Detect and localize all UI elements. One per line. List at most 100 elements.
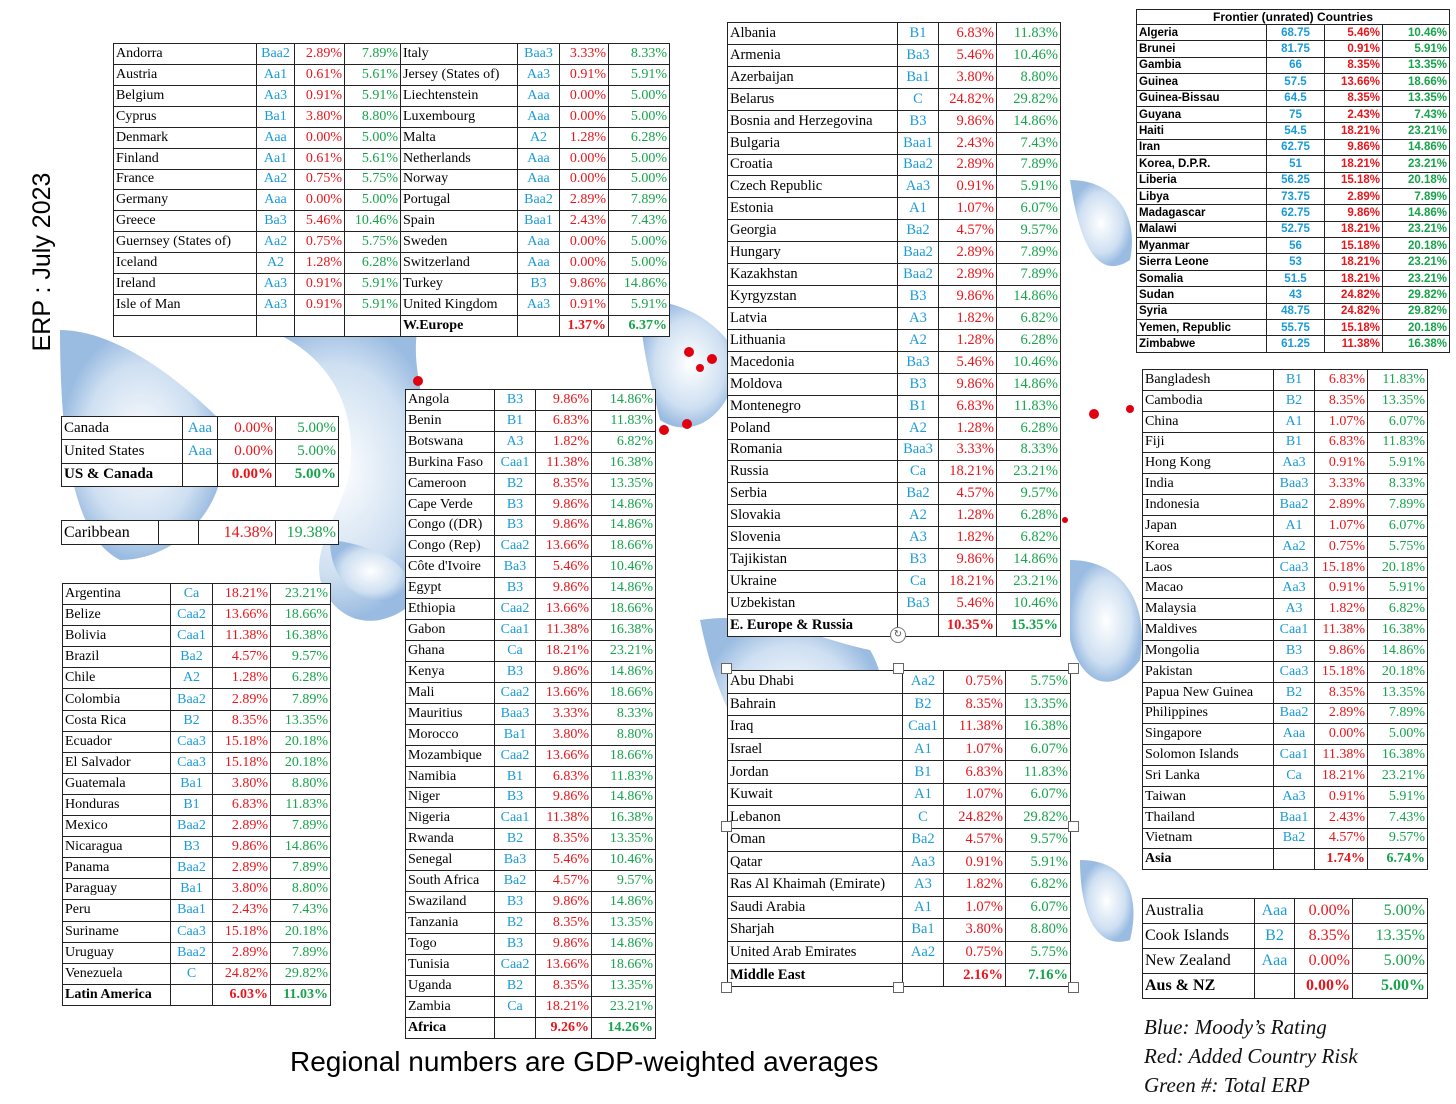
total-erp: 14.86% bbox=[996, 109, 1061, 133]
total-erp: 5.00% bbox=[608, 84, 670, 107]
country-name: Uzbekistan bbox=[727, 591, 898, 615]
country-name: Oman bbox=[727, 827, 903, 852]
selection-handle[interactable] bbox=[1068, 663, 1079, 674]
map-marker bbox=[1126, 405, 1134, 413]
selection-handle[interactable] bbox=[721, 663, 732, 674]
country-risk: 9.26% bbox=[535, 1016, 592, 1039]
country-risk: 2.89% bbox=[212, 815, 271, 838]
country-risk: 0.75% bbox=[943, 670, 1006, 694]
total-erp: 10.46% bbox=[591, 849, 656, 872]
country-name: Sudan bbox=[1136, 286, 1267, 304]
country-name: Ecuador bbox=[62, 730, 171, 753]
total-erp: 16.38% bbox=[591, 451, 656, 474]
rating: Ba2 bbox=[170, 646, 213, 669]
rating: Ba2 bbox=[897, 482, 939, 506]
country-risk: 0.00% bbox=[559, 231, 609, 254]
table-row: Hungary Baa2 2.89% 7.89% bbox=[727, 241, 1061, 265]
selection-handle[interactable] bbox=[1068, 982, 1079, 993]
table-row: Senegal Ba3 5.46% 10.46% bbox=[405, 849, 656, 872]
table-row: Argentina Ca 18.21% 23.21% bbox=[62, 582, 331, 606]
country-risk: 15.18% bbox=[1324, 237, 1383, 255]
rating: Caa3 bbox=[170, 751, 213, 774]
country-name: Saudi Arabia bbox=[727, 895, 903, 920]
rating: Aaa bbox=[517, 147, 560, 170]
selection-handle[interactable] bbox=[721, 982, 732, 993]
country-name: Laos bbox=[1142, 556, 1274, 579]
country-risk: 0.00% bbox=[217, 439, 276, 464]
country-risk: 6.83% bbox=[535, 409, 592, 432]
table-row: Panama Baa2 2.89% 7.89% bbox=[62, 857, 331, 880]
country-risk: 1.28% bbox=[938, 504, 997, 528]
table-row: Laos Caa3 15.18% 20.18% bbox=[1142, 556, 1428, 579]
total-erp: 5.91% bbox=[608, 63, 670, 86]
total-erp: 23.21% bbox=[996, 570, 1061, 593]
country-risk: 2.89% bbox=[938, 153, 997, 177]
country-risk: 8.35% bbox=[1294, 923, 1353, 949]
country-risk: 0.91% bbox=[1314, 452, 1368, 475]
table-row: Uruguay Baa2 2.89% 7.89% bbox=[62, 941, 331, 964]
total-erp: 7.89% bbox=[1367, 494, 1428, 516]
table-row: Macao Aa3 0.91% 5.91% bbox=[1142, 577, 1428, 600]
table-row: Oman Ba2 4.57% 9.57% bbox=[727, 827, 1071, 852]
rating: Aa2 bbox=[902, 940, 944, 965]
rating: Caa3 bbox=[1273, 556, 1315, 579]
total-erp: 7.43% bbox=[608, 210, 670, 233]
country-risk: 13.66% bbox=[535, 953, 592, 976]
country-name: Burkina Faso bbox=[405, 451, 495, 474]
selection-handle[interactable] bbox=[1068, 821, 1079, 832]
rating bbox=[517, 314, 560, 337]
country-name: Brazil bbox=[62, 646, 171, 669]
total-erp: 14.86% bbox=[591, 660, 656, 683]
country-risk: 8.35% bbox=[535, 974, 592, 997]
country-risk: 0.00% bbox=[294, 126, 345, 149]
country-name: Kyrgyzstan bbox=[727, 285, 898, 308]
country-name: Middle East bbox=[727, 963, 903, 987]
country-risk: 15.18% bbox=[1324, 171, 1383, 189]
rating: B3 bbox=[494, 660, 536, 683]
total-erp: 18.66% bbox=[591, 681, 656, 704]
rating: Caa3 bbox=[170, 730, 213, 753]
country-risk: 0.91% bbox=[559, 63, 609, 86]
rating: 64.5 bbox=[1266, 89, 1325, 107]
aus-nz-rows: Australia Aaa 0.00% 5.00% Cook Islands B2 8.35… bbox=[1142, 898, 1428, 999]
country-name: Malawi bbox=[1136, 220, 1267, 239]
country-risk: 24.82% bbox=[938, 87, 997, 111]
country-risk: 1.82% bbox=[943, 873, 1006, 897]
table-row: Uzbekistan Ba3 5.46% 10.46% bbox=[727, 591, 1061, 615]
country-risk: 5.46% bbox=[938, 350, 997, 374]
rating: B1 bbox=[902, 760, 944, 784]
country-risk: 15.18% bbox=[212, 920, 271, 943]
table-row: United States Aaa 0.00% 5.00% bbox=[61, 439, 339, 464]
rating: Caa1 bbox=[1273, 619, 1315, 641]
country-risk: 15.18% bbox=[1324, 319, 1383, 337]
country-risk: 1.37% bbox=[559, 314, 609, 337]
table-row: Fiji B1 6.83% 11.83% bbox=[1142, 431, 1428, 454]
total-erp: 7.43% bbox=[270, 899, 331, 922]
country-risk: 4.57% bbox=[943, 827, 1006, 852]
rating: Ba2 bbox=[902, 827, 944, 852]
rating: Aa3 bbox=[517, 294, 560, 316]
table-row: Ukraine Ca 18.21% 23.21% bbox=[727, 570, 1061, 593]
rotate-handle-icon[interactable]: ↻ bbox=[890, 627, 906, 643]
rating: A2 bbox=[517, 126, 560, 149]
table-row: Uganda B2 8.35% 13.35% bbox=[405, 974, 656, 997]
selection-handle[interactable] bbox=[721, 821, 732, 832]
table-row: Belgium Aa3 0.91% 5.91% Liechtenstein Aaa 0.00… bbox=[113, 84, 670, 107]
country-risk: 3.33% bbox=[535, 702, 592, 725]
us-canada-rows: Canada Aaa 0.00% 5.00% United States Aaa 0.00%… bbox=[61, 415, 339, 487]
selection-handle[interactable] bbox=[893, 982, 904, 993]
country-name: United States bbox=[61, 439, 183, 464]
table-row: Zimbabwe 61.25 11.38% 16.38% bbox=[1136, 335, 1451, 353]
table-row: Isle of Man Aa3 0.91% 5.91% United Kingdom Aa… bbox=[113, 294, 670, 316]
table-row: Mali Caa2 13.66% 18.66% bbox=[405, 681, 656, 704]
total-erp: 18.66% bbox=[591, 598, 656, 621]
table-row: Latvia A3 1.82% 6.82% bbox=[727, 306, 1061, 330]
footer-note: Regional numbers are GDP-weighted averag… bbox=[290, 1046, 879, 1077]
country-name: Bolivia bbox=[62, 625, 171, 648]
selection-handle[interactable] bbox=[893, 663, 904, 674]
table-row: Macedonia Ba3 5.46% 10.46% bbox=[727, 350, 1061, 374]
country-name: Nicaragua bbox=[62, 836, 171, 859]
table-row: Ireland Aa3 0.91% 5.91% Turkey B3 9.86% 14.86% bbox=[113, 273, 670, 296]
country-risk: 6.83% bbox=[535, 765, 592, 788]
rating: Ca bbox=[897, 460, 939, 484]
